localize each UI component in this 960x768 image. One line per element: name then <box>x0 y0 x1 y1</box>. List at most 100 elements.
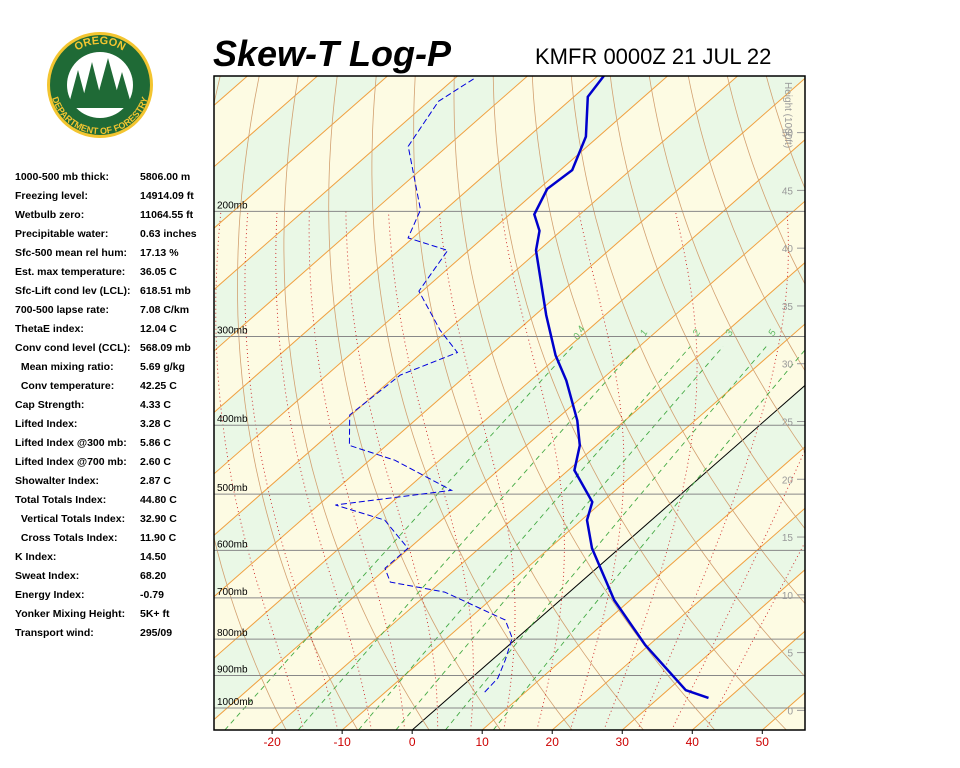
index-value: 68.20 <box>140 570 166 582</box>
height-label: 50 <box>782 129 794 140</box>
band <box>832 76 960 730</box>
pressure-label: 900mb <box>217 664 248 675</box>
isotherm <box>214 200 805 721</box>
isotherm <box>214 77 805 598</box>
index-label: Lifted Index @700 mb: <box>15 456 127 468</box>
dry-adiabat <box>804 76 805 77</box>
dry-adiabat <box>328 76 501 730</box>
index-value: 618.51 mb <box>140 285 191 297</box>
moist-adiabat <box>308 211 406 730</box>
dry-adiabat <box>570 76 805 605</box>
index-label: Freezing level: <box>15 190 88 202</box>
pressure-label: 200mb <box>217 200 248 211</box>
index-label: Vertical Totals Index: <box>15 513 125 525</box>
temperature-line <box>532 76 709 700</box>
isotherm <box>214 76 528 352</box>
station: KMFR 0000Z 21 JUL 22 <box>535 44 771 69</box>
dry-adiabat <box>687 76 805 372</box>
index-value: 7.08 C/km <box>140 304 189 316</box>
index-value: 0.63 inches <box>140 228 197 240</box>
index-value: 32.90 C <box>140 513 177 525</box>
index-label: Energy Index: <box>15 589 84 601</box>
index-label: 700-500 lapse rate: <box>15 304 109 316</box>
index-label: Transport wind: <box>15 627 94 639</box>
moist-adiabat <box>569 211 625 730</box>
height-label: 40 <box>782 244 794 255</box>
isotherm <box>481 446 805 730</box>
isotherm <box>214 76 668 475</box>
isotherm <box>271 261 805 730</box>
isotherm <box>214 76 458 291</box>
x-tick-label: 40 <box>686 735 700 749</box>
dry-adiabat <box>214 76 287 730</box>
x-tick-label: 30 <box>616 735 630 749</box>
height-label: 20 <box>782 475 794 486</box>
index-value: 2.87 C <box>140 475 171 487</box>
isotherm <box>214 139 805 659</box>
dry-adiabat <box>371 76 573 730</box>
mixing-ratio-label: 2 <box>690 328 703 340</box>
pressure-label: 600mb <box>217 539 248 550</box>
index-value: 11.90 C <box>140 532 177 544</box>
index-label: Est. max temperature: <box>15 266 125 278</box>
isotherm <box>832 76 960 730</box>
pressure-label: 700mb <box>217 587 248 598</box>
index-label: Precipitable water: <box>15 228 108 240</box>
mixing-ratio-line <box>358 346 691 730</box>
index-value: 295/09 <box>140 627 172 639</box>
index-label: Sfc-Lift cond lev (LCL): <box>15 285 131 297</box>
index-label: Conv temperature: <box>15 380 114 392</box>
isotherm <box>214 76 388 229</box>
index-label: 1000-500 mb thick: <box>15 171 109 183</box>
index-value: 568.09 mb <box>140 342 191 354</box>
index-value: 42.25 C <box>140 380 177 392</box>
dry-adiabat <box>492 76 787 730</box>
index-label: Cap Strength: <box>15 399 84 411</box>
isotherm <box>902 76 960 730</box>
dry-adiabat <box>453 76 716 730</box>
index-label: Showalter Index: <box>15 475 99 487</box>
index-value: 14914.09 ft <box>140 190 194 202</box>
isotherm <box>551 507 805 730</box>
height-label: 15 <box>782 533 794 544</box>
isotherm <box>411 384 805 730</box>
index-value: 3.28 C <box>140 418 171 430</box>
height-label: 35 <box>782 302 794 313</box>
dry-adiabat <box>726 76 805 285</box>
pressure-label: 500mb <box>217 483 248 494</box>
height-label: 45 <box>782 186 794 197</box>
dry-adiabat <box>844 76 960 730</box>
index-label: K Index: <box>15 551 56 563</box>
mixing-ratio-label: 1 <box>638 328 650 338</box>
axes: -20 -10 0 10 20 30 40 50 <box>263 730 769 749</box>
height-label: 5 <box>787 649 793 660</box>
mixing-ratio-line <box>445 346 767 730</box>
index-value: 12.04 C <box>140 323 177 335</box>
height-label: 0 <box>787 706 793 717</box>
index-label: Mean mixing ratio: <box>15 361 114 373</box>
index-value: 14.50 <box>140 551 166 563</box>
logo: OREGON DEPARTMENT OF FORESTRY <box>47 32 153 138</box>
mixing-ratio-line <box>224 346 573 730</box>
height-label: 25 <box>782 417 794 428</box>
dry-adiabat <box>765 76 805 190</box>
pressure-label: 300mb <box>217 325 248 336</box>
index-value: 44.80 C <box>140 494 177 506</box>
dry-adiabat <box>883 76 960 730</box>
mixing-ratio-line <box>395 346 724 730</box>
index-value: 17.13 % <box>140 247 179 259</box>
index-label: Yonker Mixing Height: <box>15 608 125 620</box>
isotherm <box>341 323 805 730</box>
mixing-ratio-line <box>492 349 805 730</box>
dry-adiabat <box>922 76 960 730</box>
dewpoint-line <box>335 77 513 693</box>
index-value: 11064.55 ft <box>140 209 194 221</box>
plot: 0.4 1 2 3 5 8200mb300mb400mb500mb600mb700mb80… <box>214 76 960 730</box>
x-tick-label: 20 <box>546 735 560 749</box>
index-label: Sfc-500 mean rel hum: <box>15 247 127 259</box>
height-label: 10 <box>782 591 794 602</box>
x-tick-label: -20 <box>263 735 281 749</box>
x-tick-label: 50 <box>756 735 770 749</box>
index-value: 5806.00 m <box>140 171 190 183</box>
